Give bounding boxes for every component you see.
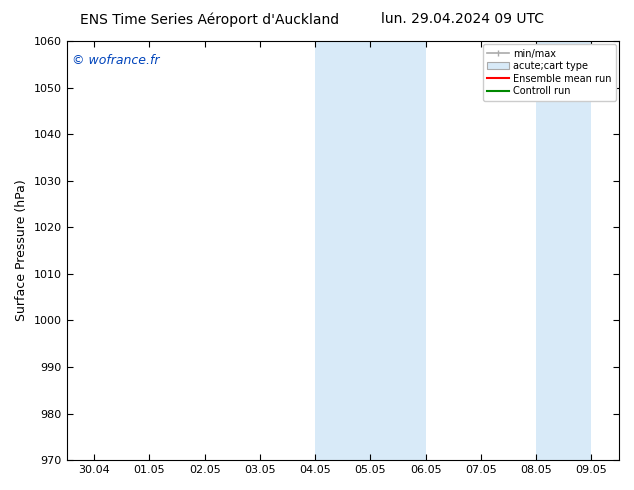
Bar <box>370 41 425 460</box>
Text: ENS Time Series Aéroport d'Auckland: ENS Time Series Aéroport d'Auckland <box>80 12 339 27</box>
Y-axis label: Surface Pressure (hPa): Surface Pressure (hPa) <box>15 180 28 321</box>
Text: lun. 29.04.2024 09 UTC: lun. 29.04.2024 09 UTC <box>381 12 545 26</box>
Text: © wofrance.fr: © wofrance.fr <box>72 53 160 67</box>
Bar <box>536 41 564 460</box>
Bar <box>315 41 370 460</box>
Bar <box>564 41 592 460</box>
Legend: min/max, acute;cart type, Ensemble mean run, Controll run: min/max, acute;cart type, Ensemble mean … <box>482 44 616 101</box>
